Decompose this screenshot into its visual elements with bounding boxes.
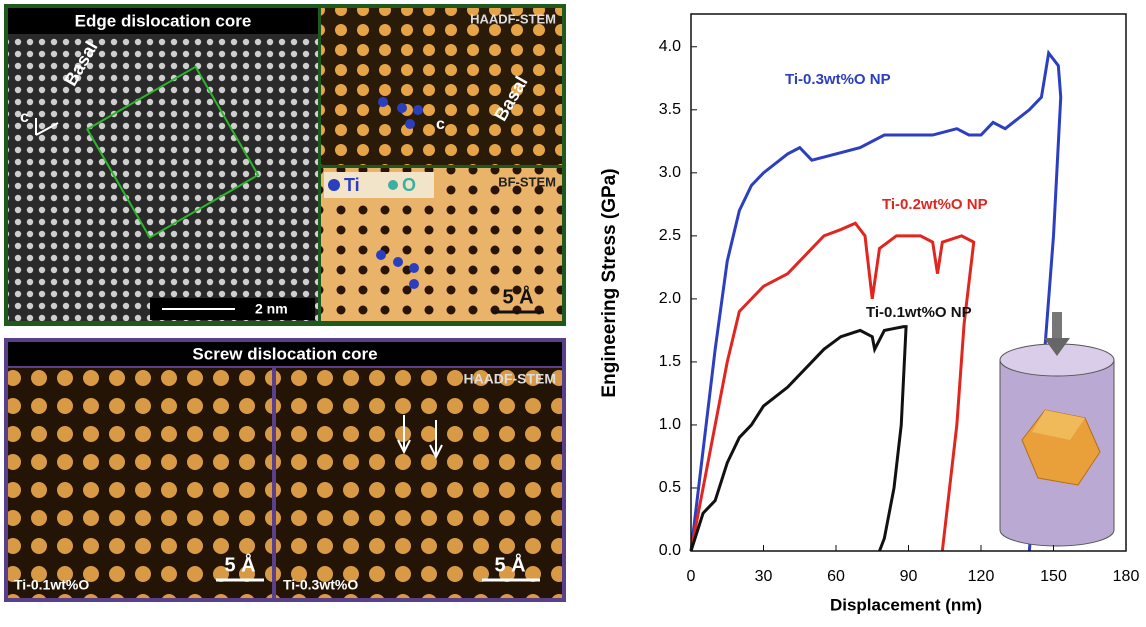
series-line [689,221,976,552]
legend-bg [324,172,434,198]
title-bar [8,342,562,366]
x-tick-label: 90 [900,568,918,585]
screw-image [276,368,562,598]
panel-title: Screw dislocation core [192,344,377,363]
panel-title: Edge dislocation core [75,11,252,30]
series-label: Ti-0.3wt%O NP [785,71,891,88]
y-tick-label: 2.0 [659,290,681,307]
pillar-inset [999,312,1115,547]
series-line [689,325,908,552]
axis-c: c [20,109,29,126]
screw-image [8,368,272,598]
image-label: BF-STEM [498,174,556,189]
axis-c: c [436,116,445,133]
edge-image [8,8,318,321]
y-axis-title: Engineering Stress (GPa) [599,168,620,397]
y-tick-label: 0.5 [659,479,681,496]
sample-label: Ti-0.3wt%O [283,577,358,593]
haadf-image [321,8,562,165]
arrows [397,415,443,460]
series-label: Ti-0.2wt%O NP [882,196,988,213]
scale-label: 5 Å [502,284,533,308]
y-tick-label: 4.0 [659,38,681,55]
x-tick-label: 30 [755,568,773,585]
x-tick-label: 180 [1113,568,1140,585]
series-line [689,49,1063,552]
y-tick-label: 3.0 [659,164,681,181]
y-tick-label: 1.5 [659,353,681,370]
x-tick-label: 60 [827,568,845,585]
sample-label: Ti-0.1wt%O [14,577,89,593]
scale-label: 2 nm [255,301,288,317]
y-tick-label: 0.0 [659,542,681,559]
axis-arrows [35,118,59,136]
core-box [85,65,260,239]
scale-label: 5 Å [494,552,525,576]
title-bar [8,8,318,34]
image-label: HAADF-STEM [463,371,556,387]
series-label: Ti-0.1wt%O NP [866,304,972,321]
legend-o: O [402,175,416,195]
y-tick-label: 1.0 [659,416,681,433]
scale-label: 5 Å [224,552,255,576]
image-label: HAADF-STEM [470,11,556,26]
x-axis-title: Displacement (nm) [830,595,982,614]
x-tick-label: 150 [1040,568,1067,585]
x-tick-label: 0 [687,568,696,585]
y-tick-label: 3.5 [659,101,681,118]
x-tick-label: 120 [968,568,995,585]
legend-ti: Ti [344,175,360,195]
y-tick-label: 2.5 [659,227,681,244]
